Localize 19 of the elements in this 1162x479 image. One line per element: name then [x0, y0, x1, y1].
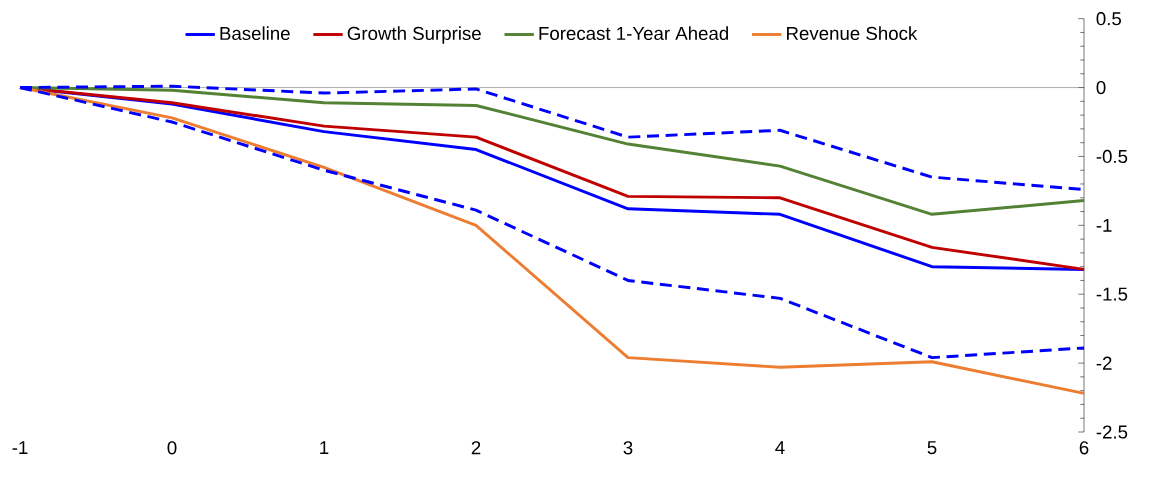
- y-tick-label: -1.5: [1096, 287, 1128, 301]
- x-tick-label: 1: [320, 441, 329, 454]
- x-tick-label: 6: [1079, 441, 1089, 455]
- y-tick-label: -2.5: [1096, 425, 1128, 439]
- y-tick-label: -1: [1096, 218, 1112, 232]
- y-tick-label: -2: [1096, 356, 1112, 370]
- x-tick-label: 3: [623, 441, 633, 455]
- x-tick-label: 0: [167, 441, 177, 455]
- y-tick-label: -0.5: [1096, 149, 1128, 164]
- legend-label: Forecast 1-Year Ahead: [539, 26, 729, 41]
- x-tick-label: 5: [927, 441, 937, 455]
- legend-label: Growth Surprise: [347, 26, 481, 44]
- y-tick-label: 0: [1096, 80, 1106, 95]
- legend-label: Revenue Shock: [787, 26, 918, 41]
- x-tick-label: -1: [12, 441, 28, 454]
- x-tick-label: 2: [471, 441, 481, 455]
- y-tick-label: 0.5: [1096, 12, 1121, 26]
- legend-label: Baseline: [220, 26, 290, 41]
- x-tick-label: 4: [775, 441, 785, 454]
